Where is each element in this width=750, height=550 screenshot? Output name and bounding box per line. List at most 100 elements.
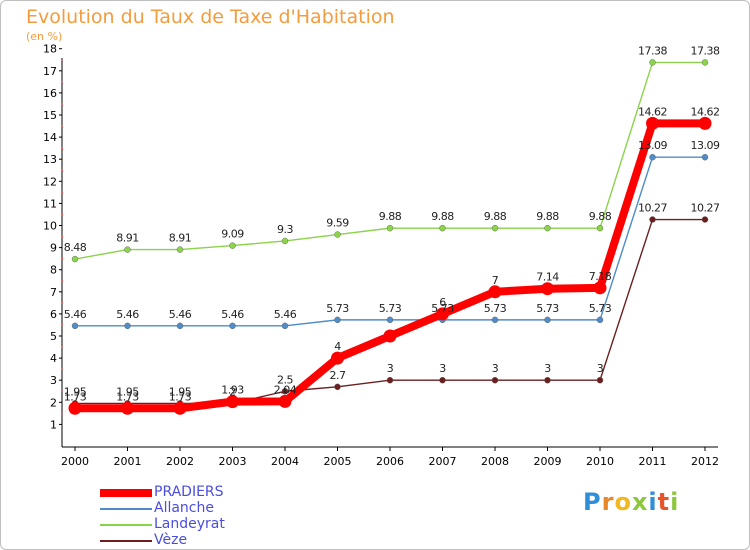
series-point-pradiers-2007 (436, 307, 449, 321)
series-point-allanche-2011 (649, 154, 656, 161)
series-point-allanche-2008 (491, 316, 499, 324)
data-label-veze-2008: 3 (492, 362, 499, 375)
data-label-allanche-2002: 5.46 (169, 308, 192, 321)
series-point-allanche-2006 (386, 316, 394, 324)
data-label-landeyrat-2011: 17.38 (638, 44, 667, 57)
data-label-pradiers-2003: 1.93 (221, 384, 244, 397)
series-point-allanche-2001 (124, 322, 131, 330)
data-label-landeyrat-2009: 9.88 (536, 210, 559, 223)
series-point-pradiers-2001 (121, 401, 134, 415)
data-label-allanche-2001: 5.46 (116, 308, 139, 321)
data-label-allanche-2006: 5.73 (379, 302, 402, 315)
series-point-landeyrat-2010 (596, 224, 604, 232)
y-minor-tick (61, 213, 63, 216)
y-minor-tick (61, 279, 63, 282)
y-minor-tick (61, 324, 63, 326)
legend: PRADIERS Allanche Landeyrat Vèze (100, 484, 280, 549)
x-tick-label-2000: 2000 (61, 455, 89, 468)
series-point-landeyrat-2004 (281, 237, 289, 245)
data-label-pradiers-2008: 7 (492, 274, 499, 287)
legend-swatch-pradiers (100, 489, 152, 497)
y-tick-label-9: 9 (50, 242, 57, 255)
series-point-veze-2008 (491, 377, 499, 384)
data-label-landeyrat-2005: 9.59 (326, 217, 349, 230)
series-point-pradiers-2012 (698, 116, 712, 130)
series-point-pradiers-2003 (226, 395, 239, 409)
y-minor-tick (61, 390, 63, 393)
series-point-landeyrat-2006 (386, 224, 394, 232)
data-label-pradiers-2002: 1.73 (169, 390, 192, 403)
data-label-pradiers-2007: 6 (439, 296, 446, 309)
y-minor-tick (61, 368, 63, 371)
legend-swatch-allanche (100, 508, 152, 510)
series-point-pradiers-2011 (646, 116, 659, 130)
data-label-allanche-2009: 5.73 (536, 302, 559, 315)
y-minor-tick (61, 301, 63, 304)
series-point-pradiers-2010 (593, 281, 607, 295)
series-point-veze-2004 (281, 388, 289, 395)
series-point-pradiers-2006 (383, 329, 397, 343)
y-tick-label-15: 15 (43, 109, 57, 122)
series-point-pradiers-2004 (278, 394, 292, 408)
series-point-landeyrat-2012 (701, 59, 709, 66)
data-label-landeyrat-2004: 9.3 (277, 223, 293, 236)
data-label-veze-2011: 10.27 (638, 202, 667, 215)
series-point-landeyrat-2003 (229, 242, 236, 249)
series-point-pradiers-2002 (173, 401, 187, 415)
series-point-allanche-2005 (334, 316, 341, 324)
series-point-landeyrat-2001 (124, 246, 131, 253)
y-minor-tick (61, 103, 63, 105)
y-minor-tick (61, 169, 63, 172)
y-tick-label-14: 14 (43, 131, 57, 144)
y-tick-label-11: 11 (43, 197, 57, 210)
data-label-allanche-2008: 5.73 (484, 302, 507, 315)
legend-item-pradiers: PRADIERS (100, 484, 280, 501)
x-tick-label-2001: 2001 (114, 455, 142, 468)
data-label-pradiers-2012: 14.62 (691, 105, 720, 118)
data-label-pradiers-2000: 1.73 (64, 390, 87, 403)
series-point-landeyrat-2011 (649, 59, 656, 66)
series-point-landeyrat-2007 (439, 224, 446, 232)
data-label-pradiers-2001: 1.73 (116, 390, 139, 403)
data-label-allanche-2004: 5.46 (274, 308, 297, 321)
data-label-veze-2005: 2.7 (330, 369, 346, 382)
data-label-allanche-2003: 5.46 (221, 308, 244, 321)
data-label-veze-2004: 2.5 (277, 373, 293, 386)
y-tick-label-16: 16 (43, 87, 57, 100)
y-tick-label-12: 12 (43, 175, 57, 188)
series-point-allanche-2004 (281, 322, 289, 330)
data-label-veze-2001: 1.95 (116, 385, 139, 398)
proxiti-logo: Proxiti (583, 488, 680, 516)
series-point-veze-2010 (596, 377, 604, 384)
data-label-landeyrat-2001: 8.91 (116, 232, 139, 245)
y-tick-label-1: 1 (50, 418, 57, 431)
y-tick-label-13: 13 (43, 153, 57, 166)
y-minor-tick (61, 257, 63, 260)
x-tick-label-2008: 2008 (481, 455, 509, 468)
data-label-allanche-2012: 13.09 (691, 139, 720, 152)
y-minor-tick (61, 58, 63, 61)
series-point-veze-2009 (544, 377, 551, 384)
legend-swatch-landeyrat (100, 524, 152, 526)
data-label-allanche-2011: 13.09 (638, 139, 667, 152)
x-tick-label-2005: 2005 (324, 455, 352, 468)
legend-swatch-veze (100, 540, 152, 542)
data-label-pradiers-2005: 4 (334, 340, 341, 353)
y-minor-tick (61, 125, 63, 127)
data-label-veze-2009: 3 (544, 362, 551, 375)
y-tick-label-10: 10 (43, 220, 57, 233)
data-label-veze-2006: 3 (387, 362, 394, 375)
x-tick-label-2004: 2004 (271, 455, 299, 468)
series-point-veze-2011 (649, 216, 656, 223)
series-point-allanche-2002 (176, 322, 184, 330)
data-label-veze-2010: 3 (597, 362, 604, 375)
series-point-pradiers-2005 (331, 351, 344, 365)
series-point-landeyrat-2002 (176, 246, 184, 253)
chart-title: Evolution du Taux de Taxe d'Habitation (26, 6, 395, 28)
data-label-veze-2003: 2 (229, 385, 236, 398)
legend-label-landeyrat: Landeyrat (154, 516, 225, 532)
y-minor-tick (61, 191, 63, 194)
data-label-landeyrat-2007: 9.88 (431, 210, 454, 223)
y-tick-label-2: 2 (50, 396, 57, 409)
